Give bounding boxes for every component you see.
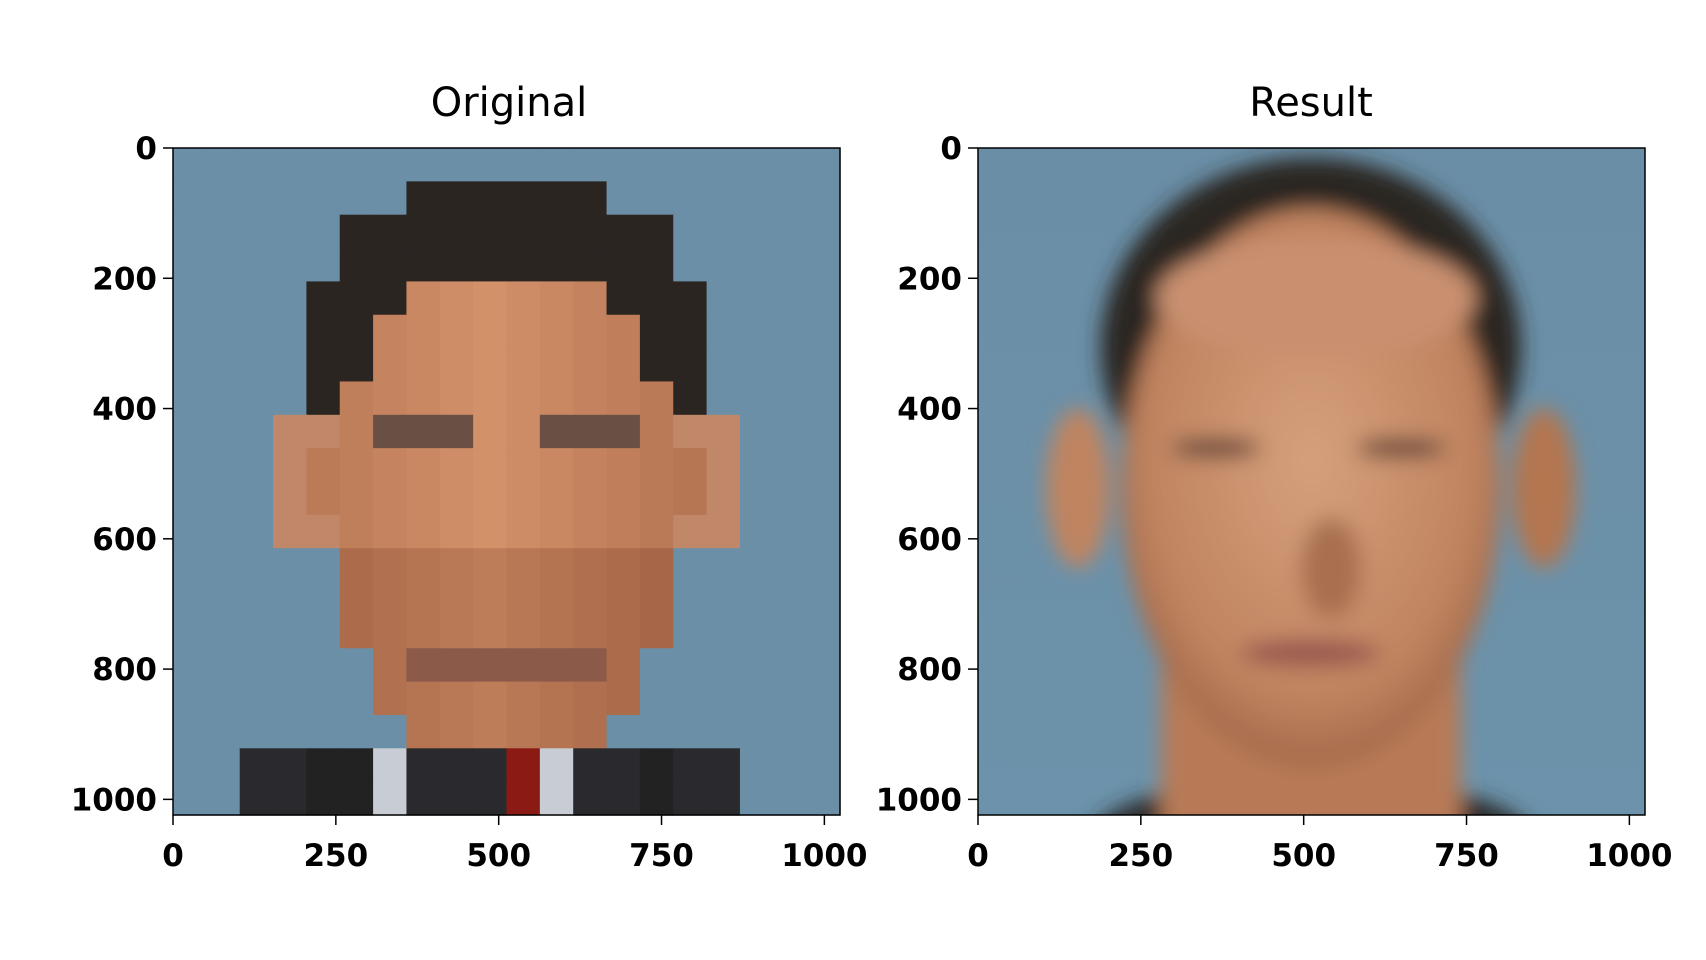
x-tick-label: 250 — [303, 838, 368, 874]
x-tick-label: 500 — [466, 838, 531, 874]
image-result — [978, 148, 1645, 815]
axes-frame — [172, 147, 841, 816]
y-tick-label: 1000 — [876, 782, 962, 818]
x-tick-label: 1000 — [781, 838, 867, 874]
y-tick-label: 0 — [940, 131, 962, 167]
y-tick-label: 1000 — [71, 782, 157, 818]
y-tick-label: 600 — [897, 522, 962, 558]
title-result: Result — [1249, 80, 1373, 126]
y-tick-label: 400 — [92, 392, 157, 428]
x-tick-label: 250 — [1108, 838, 1173, 874]
title-original: Original — [431, 80, 588, 126]
x-tick-label: 750 — [629, 838, 694, 874]
x-tick-label: 500 — [1271, 838, 1336, 874]
axes-frame — [977, 147, 1646, 816]
y-tick-label: 800 — [897, 652, 962, 688]
y-tick-label: 800 — [92, 652, 157, 688]
image-original — [173, 148, 841, 816]
y-tick-label: 600 — [92, 522, 157, 558]
x-tick-label: 1000 — [1586, 838, 1672, 874]
y-tick-label: 200 — [92, 261, 157, 297]
y-tick-label: 0 — [135, 131, 157, 167]
y-tick-label: 200 — [897, 261, 962, 297]
x-tick-label: 750 — [1434, 838, 1499, 874]
x-tick-label: 0 — [162, 838, 184, 874]
x-tick-label: 0 — [967, 838, 989, 874]
y-tick-label: 400 — [897, 392, 962, 428]
